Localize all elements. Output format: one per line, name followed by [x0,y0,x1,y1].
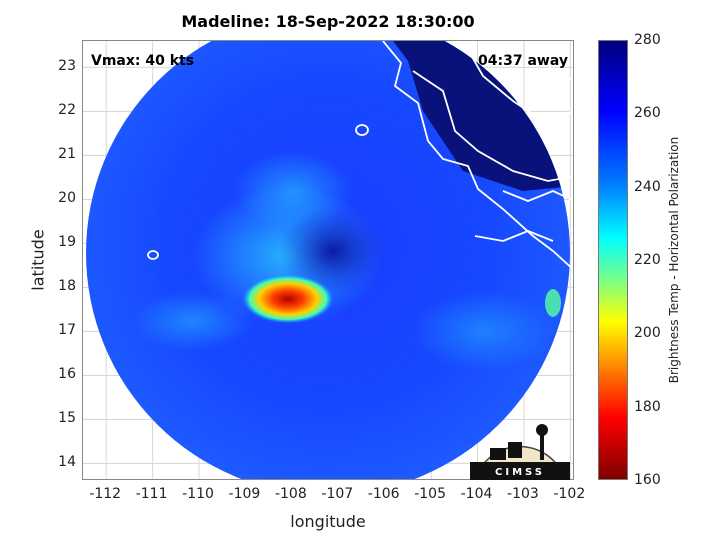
y-tick-label: 21 [58,146,76,163]
x-tick-label: -109 [228,486,261,502]
x-axis-label: longitude [290,512,366,531]
logo-text: CIMSS [495,467,545,478]
x-tick-label: -105 [414,486,446,502]
tb-swath-map [83,41,573,479]
colorbar-label: Brightness Temp - Horizontal Polarizatio… [667,136,681,384]
colorbar [598,40,628,480]
y-tick-label: 16 [58,366,76,383]
y-tick-label: 17 [58,322,76,339]
x-tick-label: -102 [553,486,586,502]
colorbar-tick-label: 220 [634,252,661,268]
colorbar-tick-label: 240 [634,178,661,195]
colorbar-tick-label: 200 [634,325,661,342]
x-tick-label: -107 [321,486,354,502]
coastline [147,41,573,271]
x-tick-label: -111 [135,486,168,502]
x-tick-label: -106 [367,486,400,502]
map-plot-area [82,40,574,480]
y-tick-label: 23 [58,58,76,75]
y-axis-label: latitude [28,229,48,291]
y-tick-label: 22 [58,102,76,119]
y-tick-label: 19 [58,234,76,251]
x-tick-label: -104 [460,486,493,502]
rain-band-east [413,291,553,371]
rain-band-west [133,291,253,351]
colorbar-tick-label: 160 [634,472,661,488]
x-tick-label: -110 [182,486,214,502]
y-tick-label: 18 [58,278,76,295]
time-offset-annotation: 04:37 away [478,53,568,69]
vmax-annotation: Vmax: 40 kts [91,53,195,69]
x-tick-label: -108 [274,486,307,502]
x-tick-label: -103 [507,486,539,502]
colorbar-tick-label: 260 [634,105,661,122]
cimss-logo: CIMSS [470,424,570,480]
y-tick-label: 15 [58,410,76,427]
cold-convection-band [243,275,333,323]
y-tick-label: 20 [58,190,76,207]
colorbar-tick-label: 180 [634,398,661,415]
storm-center [278,206,388,296]
y-tick-label: 14 [58,454,76,471]
coastal-warm-spot [545,289,561,317]
chart-title: Madeline: 18-Sep-2022 18:30:00 [181,12,475,31]
colorbar-tick-label: 280 [634,32,661,48]
x-tick-label: -112 [89,486,122,502]
